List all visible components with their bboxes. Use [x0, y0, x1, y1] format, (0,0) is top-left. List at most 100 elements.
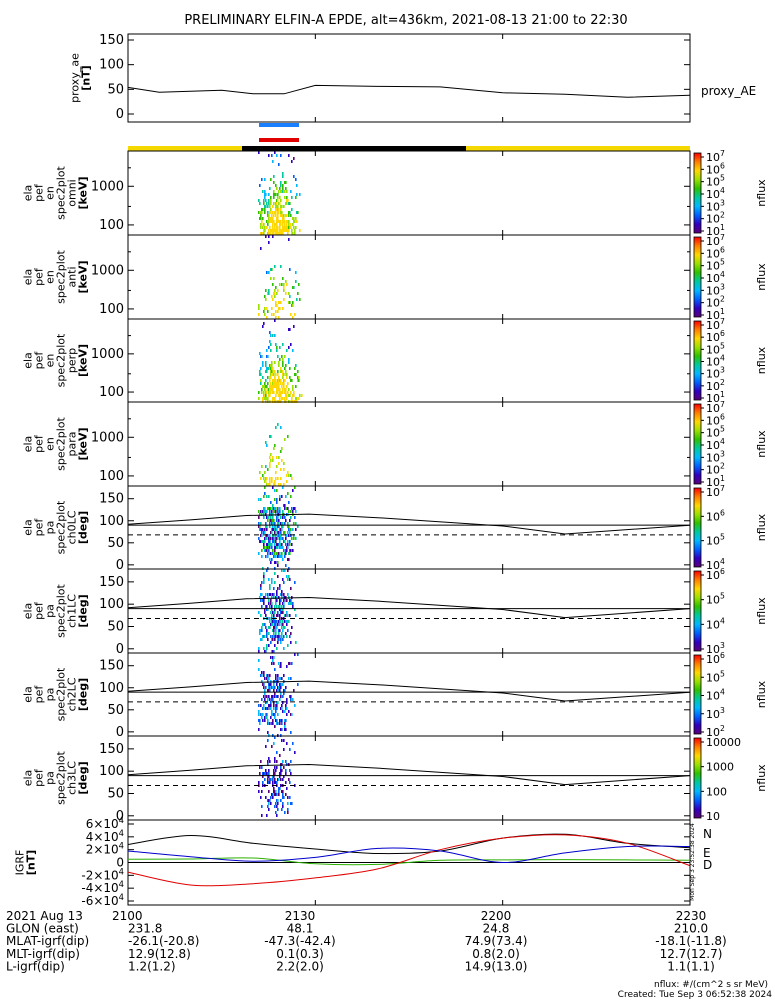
spectrogram-pixel	[277, 208, 279, 211]
spectrogram-pixel	[261, 388, 263, 391]
spectrogram-pixel	[274, 549, 276, 552]
spectrogram-ylabel-line: spec2plot	[55, 500, 68, 554]
spectrogram-pixel	[280, 199, 282, 202]
spectrogram-pixel	[267, 638, 269, 641]
spectrogram-pixel	[263, 531, 265, 534]
spectrogram-pixel	[290, 516, 292, 519]
spectrogram-pixel	[270, 199, 272, 202]
spectrogram-pixel	[299, 394, 301, 397]
spectrogram-pixel	[276, 187, 278, 190]
spectrogram-pixel	[260, 367, 262, 370]
spectrogram-pixel	[270, 178, 272, 181]
spectrogram-pixel	[269, 525, 271, 528]
spectrogram-pixel	[268, 790, 270, 793]
spectrogram-pixel	[265, 364, 267, 367]
spectrogram-pixel	[260, 477, 262, 480]
spectrogram-pixel	[263, 477, 265, 480]
spectrogram-pixel	[262, 528, 264, 531]
spectrogram-pixel	[262, 361, 264, 364]
colorbar-tick-label: 107	[706, 149, 725, 164]
spectrogram-pixel	[266, 316, 268, 319]
spectrogram-pixel	[271, 713, 273, 716]
spectrogram-pixel	[275, 286, 277, 289]
spectrogram-pixel	[280, 468, 282, 471]
spectrogram-pixel	[274, 289, 276, 292]
spectrogram-pixel	[281, 190, 283, 193]
spectrogram-pixel	[281, 596, 283, 599]
spectrogram-ylabel-line: anti	[66, 266, 79, 287]
spectrogram-pixel	[258, 790, 260, 793]
spectrogram-pixel	[273, 662, 275, 665]
spectrogram-pixel	[277, 537, 279, 540]
spectrogram-pixel	[273, 175, 275, 178]
igrf-side-label: Mon Sep 3 23:52:38 2024	[689, 823, 696, 901]
spectrogram-pixel	[274, 480, 276, 483]
spectrogram-pixel	[272, 698, 274, 701]
spectrogram-pixel	[271, 662, 273, 665]
spectrogram-pixel	[288, 528, 290, 531]
y-tick-label: 50	[107, 786, 124, 801]
spectrogram-pixel	[258, 522, 260, 525]
spectrogram-pixel	[273, 510, 275, 513]
spectrogram-pixel	[272, 620, 274, 623]
spectrogram-pixel	[263, 513, 265, 516]
spectrogram-pixel	[282, 638, 284, 641]
spectrogram-pixel	[269, 217, 271, 220]
spectrogram-pixel	[280, 220, 282, 223]
spectrogram-pixel	[275, 802, 277, 805]
spectrogram-pixel	[268, 769, 270, 772]
spectrogram-pixel	[285, 543, 287, 546]
colorbar-tick-label: 106	[706, 567, 725, 582]
spectrogram-pixel	[284, 522, 286, 525]
spectrogram-ylabel-line: ch0LC	[66, 510, 79, 544]
spectrogram-pixel	[274, 552, 276, 555]
spectrogram-pixel	[284, 507, 286, 510]
spectrogram-pixel	[293, 534, 295, 537]
spectrogram-pixel	[265, 480, 267, 483]
annotation-value: 1.1(1.1)	[667, 959, 715, 973]
spectrogram-pixel	[265, 626, 267, 629]
spectrogram-pixel	[281, 769, 283, 772]
spectrogram-pixel	[291, 602, 293, 605]
spectrogram-pixel	[284, 719, 286, 722]
colorbar-tick-label: 1000	[706, 761, 734, 774]
spectrogram-pixel	[290, 641, 292, 644]
spectrogram-pixel	[291, 160, 293, 163]
spectrogram-pixel	[282, 397, 284, 400]
spectrogram-pixel	[294, 313, 296, 316]
spectrogram-pixel	[279, 686, 281, 689]
spectrogram-pixel	[281, 719, 283, 722]
spectrogram-pixel	[274, 361, 276, 364]
spectrogram-pixel	[265, 745, 267, 748]
spectrogram-pixel	[286, 787, 288, 790]
spectrogram-pixel	[289, 202, 291, 205]
spectrogram-pixel	[293, 220, 295, 223]
spectrogram-pixel	[260, 638, 262, 641]
spectrogram-pixel	[282, 611, 284, 614]
spectrogram-pixel	[276, 232, 278, 235]
spectrogram-pixel	[275, 620, 277, 623]
spectrogram-pixel	[269, 722, 271, 725]
spectrogram-pixel	[269, 507, 271, 510]
y-tick-label: 100	[99, 764, 124, 779]
spectrogram-pixel	[286, 397, 288, 400]
spectrogram-pixel	[268, 540, 270, 543]
spectrogram-pixel	[276, 208, 278, 211]
spectrogram-pixel	[274, 766, 276, 769]
spectrogram-pixel	[270, 701, 272, 704]
spectrogram-pixel	[282, 629, 284, 632]
spectrogram-pixel	[288, 510, 290, 513]
spectrogram-pixel	[292, 217, 294, 220]
spectrogram-pixels	[259, 423, 293, 486]
spectrogram-pixel	[278, 388, 280, 391]
spectrogram-pixel	[272, 283, 274, 286]
spectrogram-pixel	[276, 346, 278, 349]
y-tick-label: 100	[99, 597, 124, 612]
spectrogram-pixel	[289, 268, 291, 271]
spectrogram-pixel	[271, 745, 273, 748]
spectrogram-pixel	[277, 232, 279, 235]
spectrogram-pixel	[280, 677, 282, 680]
spectrogram-pixel	[295, 397, 297, 400]
spectrogram-pixel	[288, 662, 290, 665]
